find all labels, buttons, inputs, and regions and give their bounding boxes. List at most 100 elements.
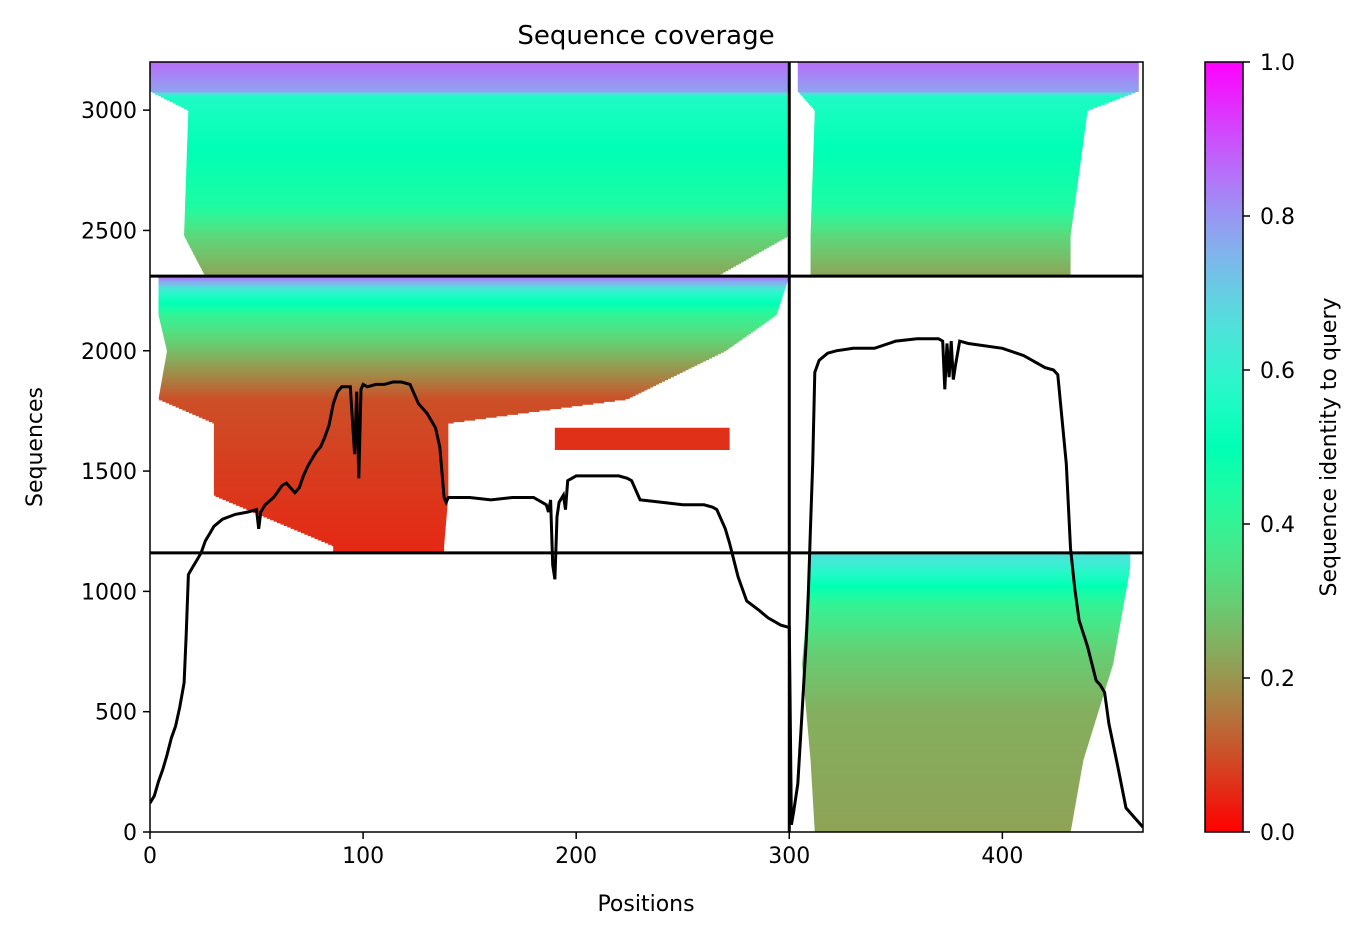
- coverage-band: [810, 754, 1085, 757]
- coverage-band: [162, 331, 751, 335]
- coverage-band: [213, 480, 449, 483]
- coverage-band: [808, 738, 1090, 741]
- coverage-band: [797, 69, 1139, 72]
- coverage-band: [810, 271, 1071, 274]
- coverage-band: [812, 164, 1081, 168]
- coverage-band: [164, 339, 741, 342]
- coverage-band: [814, 829, 1071, 832]
- coverage-band: [813, 137, 1084, 140]
- coverage-band: [806, 713, 1098, 716]
- coverage-band: [812, 785, 1079, 788]
- coverage-band: [187, 147, 790, 150]
- coverage-band: [813, 139, 1084, 142]
- coverage-band: [187, 121, 790, 124]
- coverage-band: [812, 180, 1078, 183]
- coverage-band: [806, 716, 1097, 719]
- coverage-band: [810, 245, 1071, 248]
- coverage-band: [807, 719, 1096, 722]
- coverage-band: [803, 651, 1116, 654]
- coverage-band: [200, 266, 734, 269]
- coverage-band: [810, 228, 1072, 231]
- coverage-band: [159, 391, 642, 394]
- coverage-band: [804, 694, 1104, 697]
- coverage-band: [813, 800, 1077, 803]
- coverage-band: [811, 105, 1098, 108]
- coverage-band: [150, 88, 790, 91]
- coverage-band: [187, 130, 790, 133]
- coverage-band: [158, 314, 776, 317]
- coverage-band: [803, 650, 1116, 653]
- coverage-band: [163, 370, 683, 374]
- coverage-band: [213, 435, 449, 438]
- coverage-band: [803, 648, 1116, 651]
- coverage-band: [160, 388, 648, 391]
- coverage-band: [185, 198, 790, 201]
- coverage-band: [813, 147, 1083, 150]
- coverage-band: [166, 347, 729, 350]
- coverage-band: [811, 768, 1082, 771]
- coverage-band: [814, 124, 1086, 127]
- coverage-band: [810, 560, 1131, 563]
- coverage-band: [213, 464, 449, 467]
- coverage-band: [150, 62, 790, 65]
- coverage-band: [804, 693, 1104, 696]
- coverage-band: [803, 645, 1117, 648]
- coverage-band: [814, 821, 1073, 824]
- coverage-band: [236, 503, 448, 506]
- coverage-band: [810, 567, 1131, 570]
- coverage-band: [798, 91, 1136, 94]
- coverage-band: [203, 271, 724, 274]
- coverage-band: [187, 120, 790, 123]
- coverage-band: [213, 424, 449, 427]
- coverage-band: [809, 579, 1128, 582]
- coverage-band: [810, 765, 1083, 768]
- coverage-band: [797, 82, 1139, 85]
- coverage-band: [158, 94, 790, 97]
- coverage-band: [317, 538, 445, 541]
- coverage-band: [802, 673, 1110, 676]
- coverage-band: [184, 208, 790, 211]
- coverage-band: [802, 655, 1115, 658]
- coverage-band: [805, 625, 1120, 628]
- coverage-band: [554, 447, 730, 451]
- coverage-band: [812, 179, 1079, 182]
- colorbar-tick-label: 1.0: [1260, 51, 1295, 76]
- coverage-band: [158, 295, 783, 298]
- coverage-band: [277, 521, 447, 524]
- coverage-band: [164, 365, 695, 368]
- coverage-band: [814, 823, 1072, 826]
- coverage-band: [242, 506, 448, 509]
- coverage-band: [803, 683, 1107, 686]
- coverage-band: [213, 422, 449, 425]
- coverage-band: [184, 222, 790, 225]
- coverage-band: [178, 104, 790, 107]
- coverage-band: [808, 592, 1126, 595]
- coverage-band: [150, 81, 790, 84]
- coverage-band: [188, 113, 790, 116]
- coverage-band: [797, 79, 1139, 82]
- coverage-band: [811, 219, 1073, 222]
- coverage-band: [163, 369, 686, 372]
- coverage-band: [803, 674, 1110, 677]
- coverage-band: [222, 498, 449, 501]
- coverage-band: [165, 401, 605, 404]
- coverage-band: [163, 97, 790, 100]
- coverage-band: [187, 127, 790, 130]
- coverage-band: [808, 741, 1089, 744]
- coverage-band: [807, 720, 1096, 723]
- coverage-band: [181, 105, 790, 108]
- coverage-band: [797, 66, 1139, 69]
- coverage-band: [213, 466, 449, 469]
- coverage-band: [808, 595, 1126, 598]
- coverage-band: [812, 192, 1077, 195]
- coverage-band: [813, 160, 1081, 163]
- coverage-band: [806, 715, 1097, 718]
- coverage-band: [814, 133, 1085, 136]
- coverage-band: [810, 270, 1071, 273]
- coverage-band: [814, 820, 1073, 823]
- coverage-band: [229, 500, 448, 503]
- coverage-band: [812, 185, 1078, 188]
- coverage-band: [150, 75, 790, 78]
- coverage-band: [808, 732, 1092, 735]
- coverage-band: [213, 459, 449, 462]
